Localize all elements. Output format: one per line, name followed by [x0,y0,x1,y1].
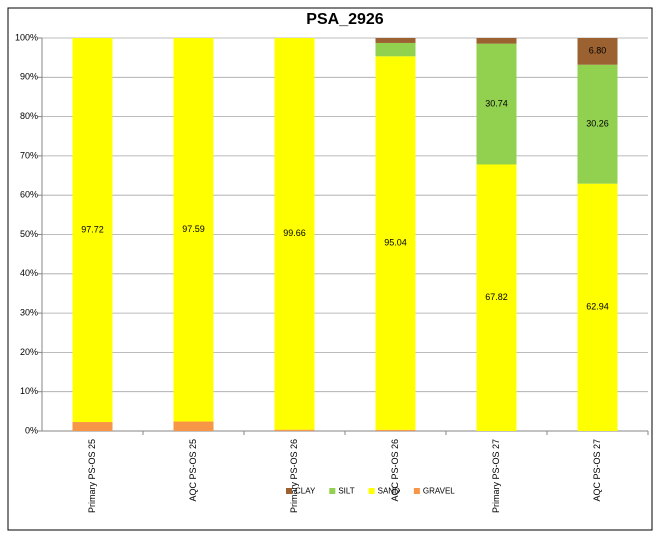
bar-segment [577,38,618,65]
y-tick-label: 40% [20,268,38,278]
legend-swatch [286,488,292,494]
bar-segment [173,38,214,422]
legend-label: SAND [378,487,400,496]
data-label: 95.04 [384,237,407,247]
y-tick-label: 80% [20,111,38,121]
chart-border [7,7,653,531]
data-label: 99.66 [283,228,306,238]
y-tick-label: 50% [20,229,38,239]
x-tick-label: Primary PS-OS 27 [491,439,501,513]
y-tick-label: 90% [20,72,38,82]
data-label: 6.80 [589,46,607,56]
y-tick-label: 0% [25,425,38,435]
y-tick-label: 70% [20,150,38,160]
y-tick-label: 60% [20,190,38,200]
bar-segment [476,43,517,165]
x-tick-label: AQC PS-OS 26 [390,439,400,502]
bar-segment [375,429,416,431]
bar-segment [476,38,517,44]
legend-label: CLAY [295,487,316,496]
legend-swatch [329,488,336,494]
legend-swatch [413,488,420,494]
legend-swatch [368,488,375,494]
bar-segment [375,38,416,43]
chart-title: PSA_2926 [306,11,383,28]
y-tick-label: 30% [20,307,38,317]
bar-segment [274,38,315,430]
bar-segment [577,183,618,431]
bar-segment [274,429,315,431]
bar-segment [577,64,618,184]
bar-segment [375,42,416,57]
data-label: 97.59 [182,224,205,234]
legend-label: GRAVEL [423,487,455,496]
bar-segment [375,56,416,430]
bar-segment [173,421,214,431]
data-label: 62.94 [586,302,609,312]
legend-label: SILT [338,487,354,496]
data-label: 97.72 [81,224,104,234]
bar-segment [72,422,113,431]
y-tick-label: 20% [20,347,38,357]
x-tick-label: AQC PS-OS 25 [188,439,198,502]
y-tick-label: 100% [15,32,38,42]
x-tick-label: AQC PS-OS 27 [592,439,602,502]
y-tick-label: 10% [20,386,38,396]
bar-segment [72,38,113,423]
data-label: 30.26 [586,119,609,129]
bar-segment [476,164,517,431]
data-label: 67.82 [485,292,508,302]
data-label: 30.74 [485,98,508,108]
x-tick-label: Primary PS-OS 26 [289,439,299,513]
x-tick-label: Primary PS-OS 25 [87,439,97,513]
